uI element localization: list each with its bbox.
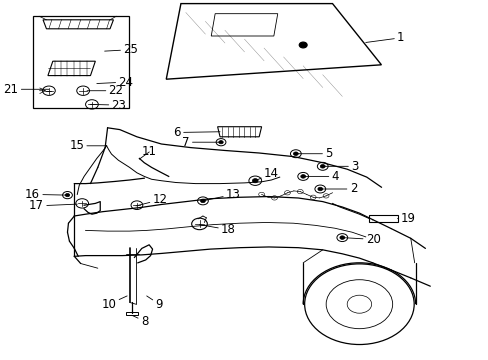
- Text: 2: 2: [320, 183, 356, 195]
- Circle shape: [65, 194, 70, 197]
- Text: 15: 15: [69, 139, 106, 152]
- Text: 1: 1: [365, 31, 404, 44]
- Text: 17: 17: [29, 199, 77, 212]
- Text: 5: 5: [295, 147, 332, 160]
- Bar: [33, 16, 128, 108]
- Circle shape: [219, 140, 223, 144]
- Text: 7: 7: [182, 136, 221, 149]
- Circle shape: [339, 236, 344, 239]
- Circle shape: [200, 199, 205, 203]
- Text: 6: 6: [173, 126, 220, 139]
- Circle shape: [252, 179, 258, 183]
- Circle shape: [320, 165, 325, 168]
- Text: 22: 22: [87, 84, 123, 97]
- Text: 21: 21: [3, 83, 49, 96]
- Text: 19: 19: [397, 212, 415, 225]
- Text: 18: 18: [199, 223, 235, 236]
- Text: 20: 20: [342, 233, 380, 246]
- Text: 16: 16: [25, 188, 67, 201]
- Text: 10: 10: [102, 296, 127, 311]
- Circle shape: [299, 42, 306, 48]
- Text: 12: 12: [136, 193, 167, 206]
- Text: 8: 8: [132, 315, 148, 328]
- Text: 25: 25: [104, 43, 138, 56]
- Circle shape: [293, 152, 298, 156]
- Text: 14: 14: [255, 167, 279, 181]
- Text: 24: 24: [97, 76, 133, 89]
- Text: 13: 13: [203, 188, 240, 201]
- Bar: [368, 215, 397, 222]
- Circle shape: [300, 175, 305, 178]
- Circle shape: [317, 187, 322, 191]
- Bar: [126, 312, 138, 315]
- Text: 23: 23: [90, 99, 126, 112]
- Text: 11: 11: [139, 145, 157, 159]
- Text: 9: 9: [146, 296, 163, 311]
- Text: 3: 3: [322, 160, 358, 173]
- Text: 4: 4: [303, 170, 338, 183]
